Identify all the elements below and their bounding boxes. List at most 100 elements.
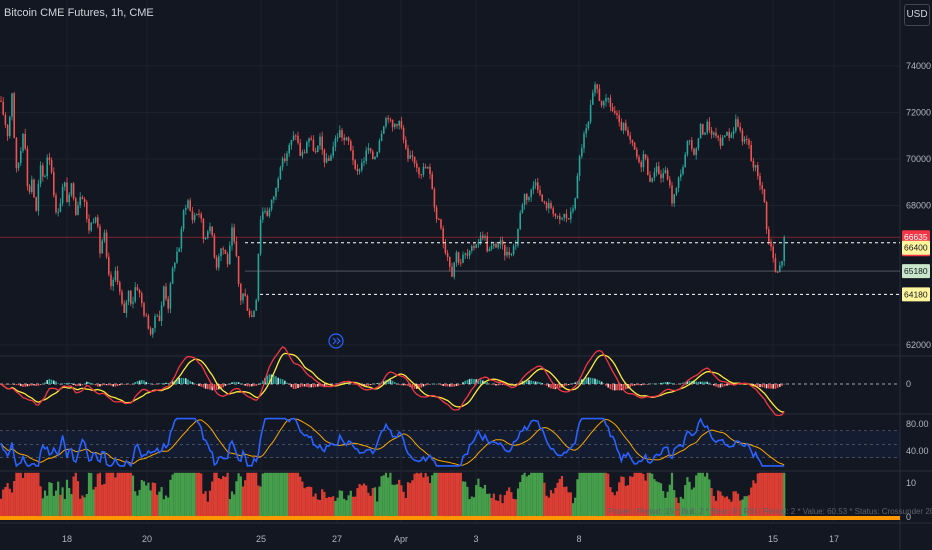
histogram-bar [310, 384, 312, 388]
histogram-bar [772, 384, 774, 389]
power-bar [169, 479, 172, 517]
power-bar [180, 472, 183, 517]
power-bar [461, 481, 465, 517]
candle-body [765, 201, 768, 230]
price-label: 64180 [902, 287, 930, 302]
histogram-bar [233, 381, 235, 384]
power-bar [543, 482, 546, 517]
candle-body [24, 133, 26, 149]
histogram-bar [446, 384, 449, 387]
y-tick-label: 70000 [906, 154, 931, 164]
candle-body [730, 134, 733, 138]
histogram-bar [202, 384, 205, 388]
histogram-bar [350, 383, 352, 385]
histogram-bar [578, 380, 581, 384]
power-bar [233, 494, 236, 517]
histogram-bar [165, 382, 167, 384]
candle-body [20, 150, 22, 164]
candle-body [220, 248, 222, 257]
power-bar [109, 472, 113, 517]
candle-body [548, 203, 550, 209]
candle-body [356, 168, 359, 172]
candle-body [180, 228, 183, 249]
candle-body [277, 178, 279, 189]
power-bar [219, 479, 223, 517]
histogram-bar [776, 384, 779, 388]
candle-body [165, 286, 167, 299]
candle-body [90, 222, 92, 231]
histogram-bar [158, 383, 161, 385]
power-bar [646, 472, 649, 517]
histogram-bar [26, 384, 29, 387]
candle-body [259, 219, 262, 254]
candle-body [292, 135, 295, 141]
histogram-bar [72, 384, 75, 385]
currency-button[interactable]: USD [904, 4, 930, 26]
candle-body [779, 265, 781, 273]
histogram-bar [603, 383, 605, 385]
candle-body [495, 244, 497, 248]
candle-body [264, 211, 266, 213]
power-bar [239, 476, 242, 517]
power-bar [717, 490, 720, 517]
power-bar [521, 474, 524, 517]
histogram-bar [301, 384, 304, 387]
candle-body [440, 219, 442, 229]
histogram-bar [303, 384, 306, 387]
histogram-bar [765, 384, 768, 389]
candle-body [409, 155, 411, 159]
histogram-bar [455, 384, 458, 387]
power-bar [591, 472, 594, 517]
candle-body [352, 150, 354, 161]
power-bar [255, 472, 258, 517]
candle-body [31, 179, 33, 192]
candle-body [169, 283, 172, 309]
histogram-bar [636, 384, 638, 386]
power-bar [783, 472, 786, 517]
power-bar [101, 484, 104, 517]
histogram-bar [574, 382, 576, 384]
histogram-bar [317, 384, 319, 387]
replay-icon[interactable] [328, 333, 344, 349]
power-bar [745, 496, 748, 517]
candle-body [130, 290, 132, 304]
power-bar [769, 472, 773, 517]
histogram-bar [33, 384, 35, 386]
candle-body [460, 262, 462, 264]
power-bar [24, 472, 27, 517]
power-bar [455, 472, 458, 517]
power-bar [576, 479, 579, 517]
power-bar [116, 472, 119, 517]
power-bar [602, 472, 605, 517]
histogram-bar [145, 381, 147, 384]
power-bar [21, 477, 25, 517]
candle-body [301, 152, 304, 156]
histogram-bar [396, 383, 398, 385]
histogram-bar [752, 384, 755, 386]
candle-body [325, 158, 328, 163]
candle-body [420, 174, 422, 176]
candle-body [156, 315, 158, 317]
histogram-bar [90, 382, 92, 384]
power-bar [323, 491, 326, 517]
power-bar [226, 472, 229, 517]
candle-body [119, 282, 121, 292]
power-bar [164, 495, 168, 517]
histogram-bar [9, 384, 11, 385]
candle-body [565, 213, 568, 219]
power-bar [695, 475, 698, 517]
power-bar [404, 497, 407, 517]
histogram-bar [605, 384, 607, 386]
candle-body [123, 303, 125, 313]
candle-body [196, 213, 198, 216]
candle-body [367, 148, 370, 151]
histogram-bar [418, 384, 420, 389]
power-bar [314, 493, 317, 517]
candle-body [17, 163, 20, 169]
histogram-bar [640, 384, 642, 386]
power-bar [125, 472, 128, 517]
histogram-bar [284, 380, 286, 384]
candle-body [772, 246, 774, 259]
power-bar [285, 472, 289, 517]
